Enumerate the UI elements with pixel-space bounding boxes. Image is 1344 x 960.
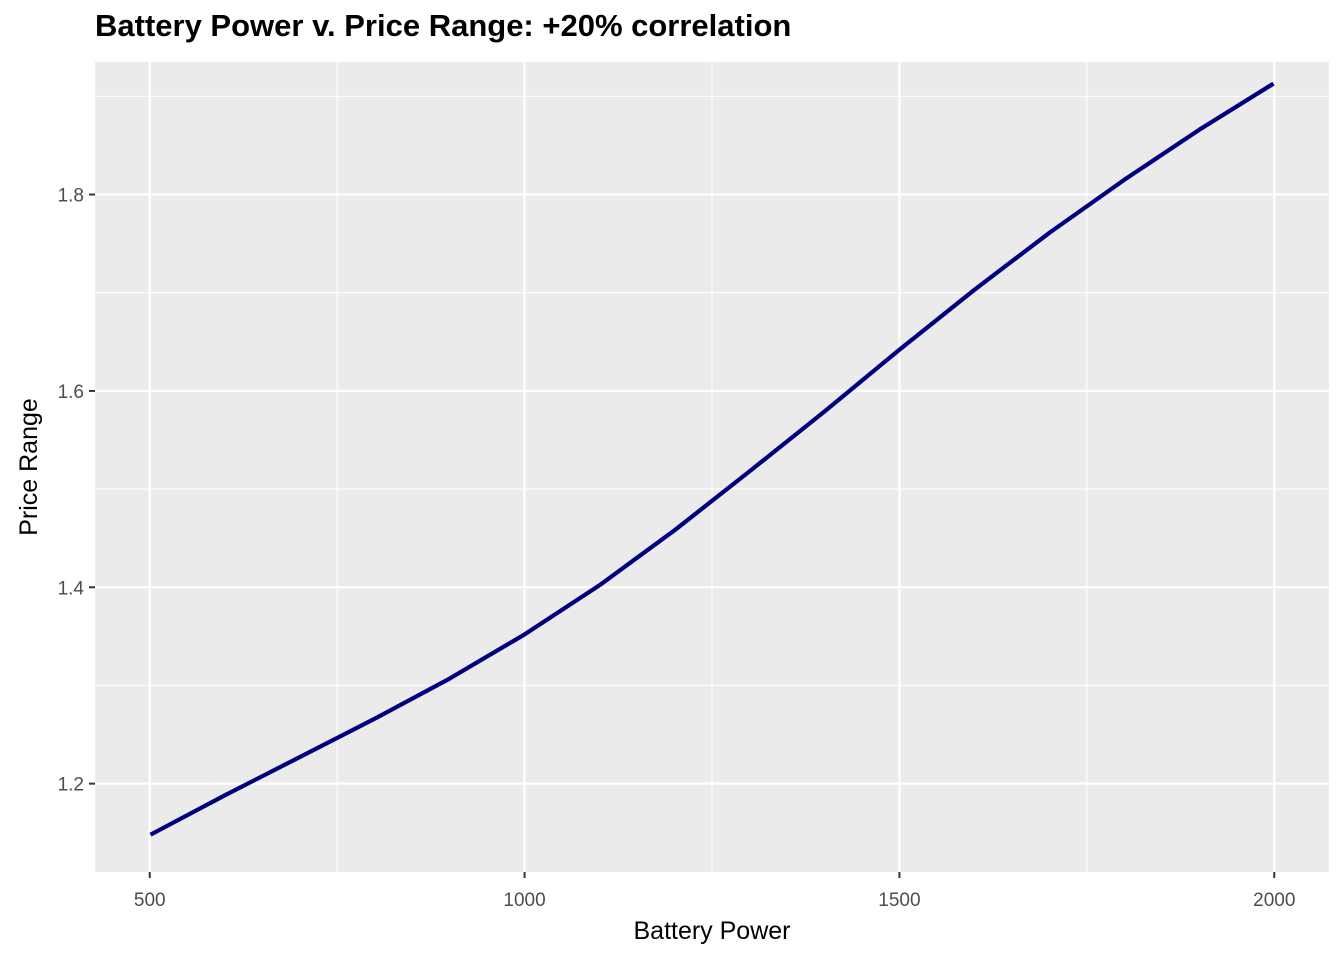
y-axis: 1.2 1.4 1.6 1.8 xyxy=(58,186,95,796)
series-line xyxy=(149,81,1275,837)
series-layer xyxy=(149,81,1275,837)
x-tick-label: 2000 xyxy=(1253,890,1295,911)
y-tick-label: 1.8 xyxy=(58,186,84,207)
x-tick-label: 1000 xyxy=(503,890,545,911)
x-axis-title: Battery Power xyxy=(633,917,790,945)
chart-title: Battery Power v. Price Range: +20% corre… xyxy=(95,8,792,43)
x-tick-label: 1500 xyxy=(878,890,920,911)
y-axis-title: Price Range xyxy=(15,398,43,536)
y-tick-label: 1.4 xyxy=(58,578,85,599)
y-tick-label: 1.2 xyxy=(58,775,84,796)
x-tick-label: 500 xyxy=(134,890,166,911)
y-tick-label: 1.6 xyxy=(58,382,84,403)
minor-gridlines xyxy=(95,62,1329,872)
x-axis: 500 1000 1500 2000 xyxy=(134,872,1295,911)
major-gridlines xyxy=(95,62,1329,872)
